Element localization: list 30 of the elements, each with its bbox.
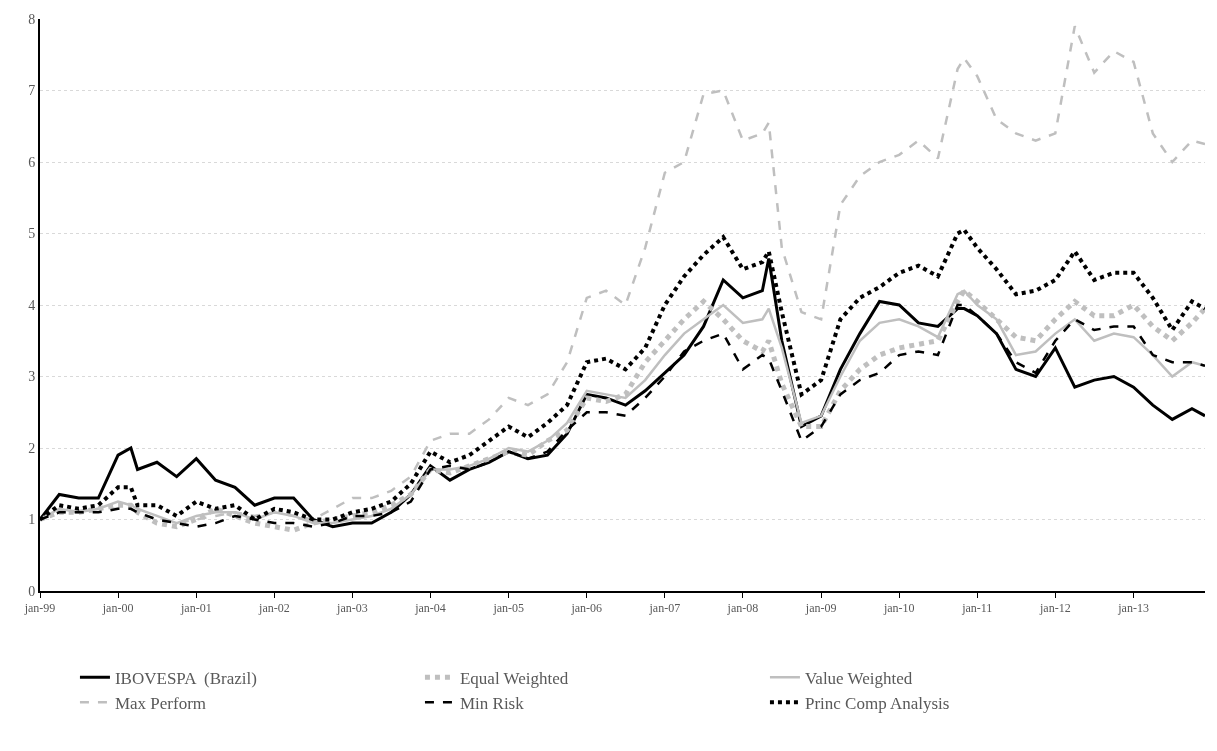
- legend-label: IBOVESPA (Brazil): [114, 668, 257, 688]
- x-tick-label: jan-11: [961, 601, 993, 616]
- x-tick-label: jan-08: [726, 601, 759, 616]
- x-tick-label: jan-12: [1038, 601, 1071, 616]
- x-tick-label: jan-13: [1117, 601, 1149, 616]
- x-tick-label: jan-01: [179, 601, 212, 616]
- x-tick-label: jan-00: [101, 601, 134, 616]
- legend-label: Min Risk: [459, 693, 525, 713]
- y-tick-label: 7: [28, 83, 36, 99]
- legend-label: Equal Weighted: [459, 668, 569, 688]
- legend-label: Value Weighted: [804, 668, 913, 688]
- x-tick-label: jan-05: [492, 601, 525, 616]
- y-tick-label: 0: [28, 583, 36, 599]
- x-tick-label: jan-10: [882, 601, 915, 616]
- x-tick-label: jan-02: [258, 601, 290, 616]
- x-tick-label: jan-99: [23, 601, 56, 616]
- y-tick-label: 8: [28, 11, 36, 27]
- y-tick-label: 6: [28, 154, 36, 170]
- x-tick-label: jan-07: [648, 601, 681, 616]
- x-tick-label: jan-06: [570, 601, 603, 616]
- legend-label: Max Perform: [114, 693, 207, 713]
- y-tick-label: 5: [28, 226, 36, 242]
- x-tick-label: jan-04: [414, 601, 446, 616]
- x-tick-label: jan-03: [336, 601, 368, 616]
- y-tick-label: 3: [28, 369, 36, 385]
- y-tick-label: 4: [28, 297, 36, 313]
- x-tick-label: jan-09: [804, 601, 837, 616]
- y-tick-label: 2: [28, 440, 36, 456]
- legend-label: Princ Comp Analysis: [804, 693, 950, 713]
- y-tick-label: 1: [28, 512, 36, 528]
